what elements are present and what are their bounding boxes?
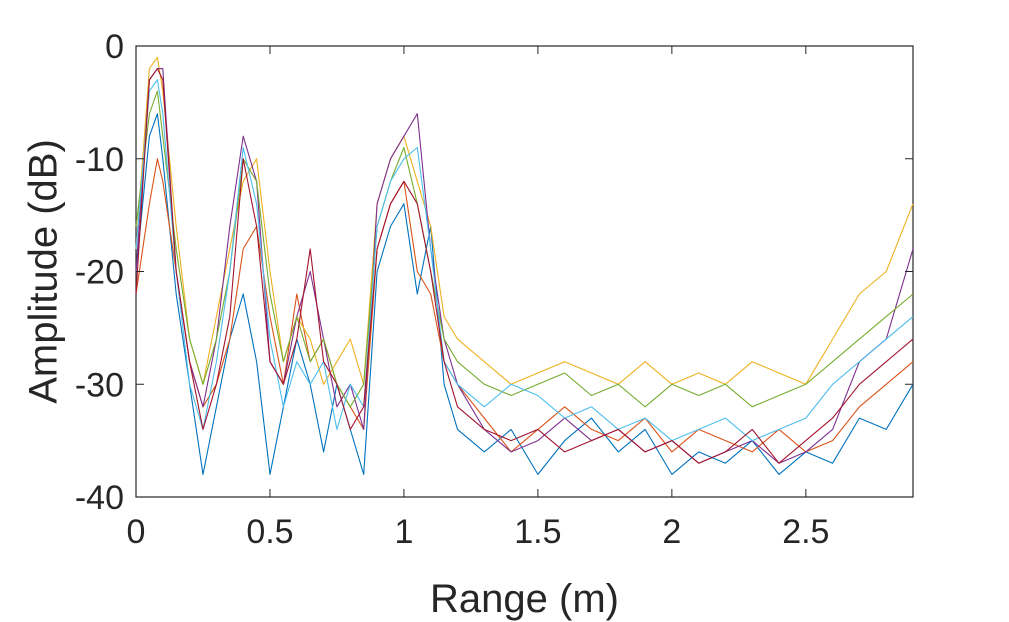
x-tick-label: 2.5: [782, 513, 829, 551]
series-line-6: [135, 79, 914, 442]
y-tick-label: -40: [75, 479, 124, 517]
series-layer: [135, 56, 914, 475]
y-tick-label: 0: [105, 28, 124, 66]
x-axis-label: Range (m): [430, 577, 619, 621]
series-line-5: [135, 90, 914, 408]
plot-frame: [135, 45, 914, 498]
y-axis-label: Amplitude (dB): [22, 139, 66, 404]
x-tick-label: 0.5: [246, 513, 293, 551]
plot-area: 0 0.5 1 1.5 2 2.5 0 -10 -20 -30 -40: [75, 28, 914, 551]
x-tick-label: 1: [394, 513, 413, 551]
y-tick-label: -30: [75, 366, 124, 404]
y-tick-label: -10: [75, 141, 124, 179]
x-tick-label: 2: [662, 513, 681, 551]
series-line-1: [135, 113, 914, 475]
series-line-7: [135, 68, 914, 464]
y-axis-ticks: 0 -10 -20 -30 -40: [75, 28, 913, 517]
y-tick-label: -20: [75, 254, 124, 292]
x-tick-label: 0: [127, 513, 146, 551]
x-tick-label: 1.5: [514, 513, 561, 551]
x-axis-ticks: 0 0.5 1 1.5 2 2.5: [127, 46, 829, 551]
